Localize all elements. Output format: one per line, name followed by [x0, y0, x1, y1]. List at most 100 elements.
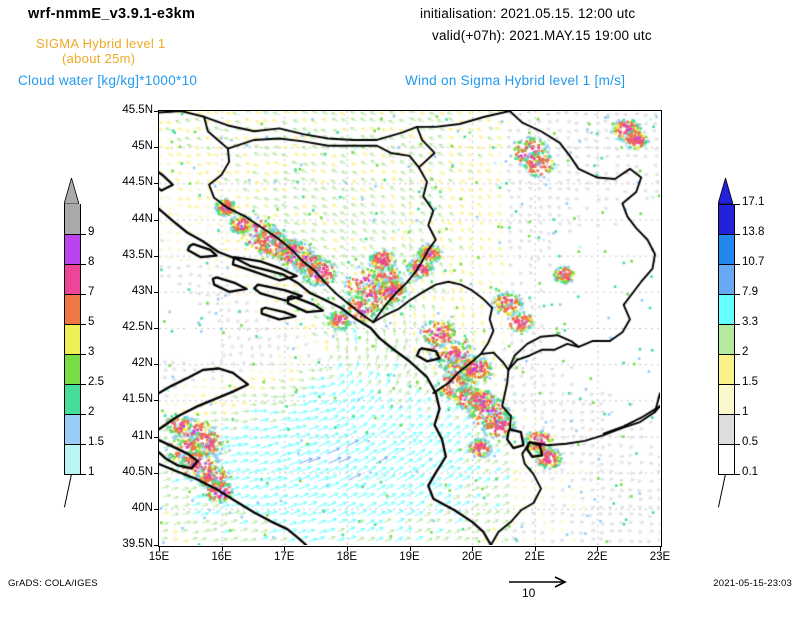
x-axis-tick-mark	[660, 546, 661, 551]
colorbar-tick	[79, 264, 86, 265]
y-axis-tick-label: 43N	[131, 284, 153, 297]
y-axis-tick-label: 45N	[131, 140, 153, 153]
colorbar-tick	[79, 294, 86, 295]
x-axis-tick-label: 16E	[211, 551, 232, 563]
x-axis-tick-label: 22E	[587, 551, 608, 563]
y-axis-tick-mark	[154, 545, 159, 546]
colorbar-label: 0.1	[742, 466, 758, 478]
y-axis-tick-mark	[154, 111, 159, 112]
colorbar-separator	[718, 354, 733, 355]
colorbar-tick	[733, 234, 740, 235]
model-title: wrf-nmmE_v3.9.1-e3km	[28, 6, 196, 22]
y-axis-tick-mark	[154, 183, 159, 185]
colorbar-tick	[733, 384, 740, 385]
colorbar-band	[64, 234, 81, 264]
x-axis-tick-mark	[159, 546, 160, 551]
level-description-line2: (about 25m)	[62, 51, 136, 66]
colorbar-band	[64, 324, 81, 354]
colorbar-tick	[733, 474, 740, 475]
colorbar-label: 10.7	[742, 256, 765, 268]
x-axis-tick-mark	[534, 546, 536, 551]
colorbar-band	[718, 414, 735, 444]
colorbar-tick	[733, 444, 740, 445]
colorbar-separator	[64, 324, 79, 325]
y-axis-tick-label: 40N	[131, 501, 153, 514]
y-axis-tick-label: 39.5N	[122, 538, 153, 550]
colorbar-label: 7.9	[742, 286, 758, 298]
colorbar-band	[64, 354, 81, 384]
x-axis-tick-label: 18E	[336, 551, 358, 563]
colorbar-band	[718, 354, 735, 384]
colorbar-separator	[718, 414, 733, 415]
colorbar-tick	[79, 384, 86, 385]
colorbar-tick	[79, 234, 86, 235]
colorbar-label: 1	[88, 466, 95, 478]
colorbar-label: 2	[742, 346, 749, 358]
colorbar-tick	[79, 444, 86, 445]
y-axis-tick-mark	[154, 147, 159, 149]
colorbar-tick	[733, 294, 740, 295]
variable-label-cloud-water: Cloud water [kg/kg]*1000*10	[18, 73, 198, 88]
colorbar-band	[718, 294, 735, 324]
colorbar-top-arrow	[63, 176, 80, 205]
y-axis-tick-mark	[154, 400, 159, 402]
arrow-right-icon	[509, 576, 567, 588]
x-axis-tick-mark	[346, 546, 348, 551]
colorbar-band	[718, 234, 735, 264]
valid-time: valid(+07h): 2021.MAY.15 19:00 utc	[432, 28, 652, 43]
colorbar-tick	[733, 264, 740, 265]
colorbar-separator	[64, 264, 79, 265]
colorbar-band	[64, 414, 81, 444]
colorbar-label: 3	[88, 346, 95, 358]
y-axis-tick-mark	[154, 364, 159, 366]
y-axis-tick-mark	[154, 291, 159, 293]
y-axis-tick-label: 40.5N	[122, 465, 153, 478]
colorbar-label: 1	[742, 406, 749, 418]
colorbar-band	[718, 264, 735, 294]
x-axis-tick-label: 20E	[461, 551, 483, 563]
colorbar-label: 5	[88, 316, 95, 328]
colorbar-label: 1.5	[742, 376, 758, 388]
colorbar-label: 2	[88, 406, 95, 418]
x-axis-tick-mark	[221, 546, 223, 551]
colorbar-band	[64, 204, 81, 234]
colorbar-band	[64, 294, 81, 324]
colorbar-band	[64, 444, 81, 474]
colorbar-separator	[64, 444, 79, 445]
y-axis-tick-label: 42N	[131, 357, 153, 370]
colorbar-separator	[718, 264, 733, 265]
wind-scale-label: 10	[522, 586, 536, 600]
colorbar-label: 13.8	[742, 226, 765, 238]
initialisation-time: initialisation: 2021.05.15. 12:00 utc	[420, 6, 636, 21]
colorbar-tick	[79, 414, 86, 415]
y-axis-tick-mark	[154, 472, 159, 474]
colorbar-label: 2.5	[88, 376, 104, 388]
x-axis-tick-label: 23E	[649, 551, 671, 563]
colorbar-tick	[79, 354, 86, 355]
colorbar-band	[718, 384, 735, 414]
y-axis-tick-label: 41N	[131, 429, 153, 442]
colorbar-tick	[733, 324, 740, 325]
colorbar-separator	[64, 414, 79, 415]
y-axis-tick-label: 41.5N	[122, 393, 153, 406]
colorbar-separator	[718, 384, 733, 385]
y-axis-tick-mark	[154, 328, 159, 329]
colorbar-tick	[733, 204, 740, 205]
colorbar-label: 0.5	[742, 436, 758, 448]
colorbar-separator	[64, 384, 79, 385]
colorbar-label: 8	[88, 256, 95, 268]
y-axis-tick-label: 44.5N	[122, 176, 153, 189]
variable-label-wind: Wind on Sigma Hybrid level 1 [m/s]	[405, 73, 626, 88]
grads-credit: GrADS: COLA/IGES	[8, 578, 98, 589]
colorbar-separator	[718, 444, 733, 445]
x-axis-tick-label: 15E	[148, 551, 170, 563]
x-axis-tick-mark	[472, 546, 474, 551]
map-plot-area[interactable]	[158, 110, 662, 547]
colorbar-tick	[79, 474, 86, 475]
y-axis-tick-label: 45.5N	[122, 104, 153, 116]
y-axis-tick-mark	[154, 508, 159, 510]
map-field-canvas	[159, 111, 660, 545]
y-axis-tick-label: 42.5N	[122, 321, 153, 333]
colorbar-separator	[64, 234, 79, 235]
colorbar-tick	[733, 414, 740, 415]
